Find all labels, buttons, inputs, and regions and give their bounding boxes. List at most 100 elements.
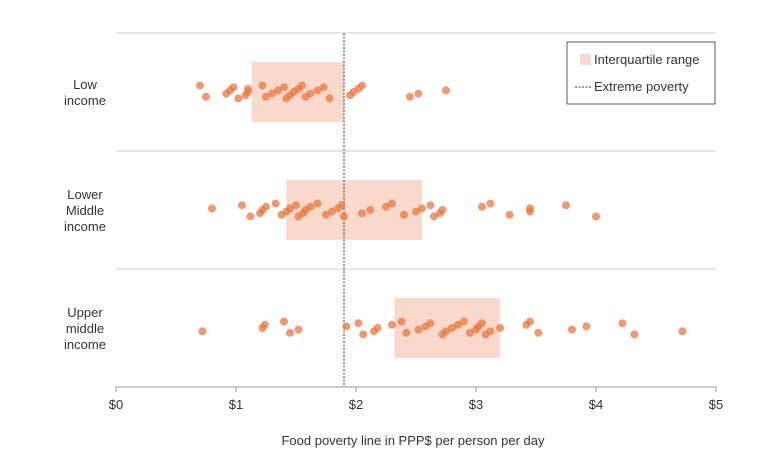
data-point bbox=[382, 202, 390, 211]
data-point bbox=[319, 83, 328, 92]
data-point bbox=[430, 212, 438, 221]
data-point bbox=[414, 89, 423, 98]
data-point bbox=[229, 83, 238, 92]
data-point bbox=[286, 328, 294, 337]
data-point bbox=[198, 327, 207, 336]
legend: Interquartile range Extreme poverty bbox=[566, 41, 716, 105]
data-point bbox=[505, 210, 514, 219]
data-point bbox=[306, 89, 315, 98]
data-point bbox=[325, 94, 334, 103]
data-point bbox=[478, 319, 486, 328]
data-point bbox=[582, 322, 591, 331]
data-point bbox=[359, 330, 368, 339]
data-point bbox=[526, 317, 534, 326]
data-point bbox=[262, 202, 270, 211]
data-point bbox=[412, 207, 420, 216]
data-point bbox=[406, 92, 414, 101]
data-point bbox=[313, 199, 322, 208]
group-label-line: income bbox=[64, 219, 106, 234]
data-points bbox=[196, 81, 687, 339]
data-point bbox=[478, 202, 486, 211]
data-point bbox=[208, 204, 216, 213]
data-point bbox=[358, 209, 366, 218]
data-point bbox=[298, 81, 306, 90]
data-point bbox=[526, 204, 534, 213]
x-tick-label: $3 bbox=[469, 397, 483, 412]
data-point bbox=[678, 327, 687, 336]
data-point bbox=[426, 319, 435, 328]
x-tick-label: $2 bbox=[349, 397, 363, 412]
data-point bbox=[402, 328, 411, 337]
data-point bbox=[414, 325, 423, 334]
data-point bbox=[486, 199, 495, 208]
data-point bbox=[562, 201, 570, 210]
x-tick-label: $4 bbox=[589, 397, 603, 412]
data-point bbox=[630, 330, 639, 339]
data-point bbox=[306, 202, 315, 211]
data-point bbox=[292, 201, 300, 210]
data-point bbox=[534, 328, 543, 337]
group-label-line: income bbox=[64, 93, 106, 108]
data-point bbox=[592, 212, 600, 221]
group-label-line: Upper bbox=[67, 305, 103, 320]
data-point bbox=[358, 81, 366, 90]
data-point bbox=[328, 207, 336, 216]
data-point bbox=[340, 212, 348, 221]
data-point bbox=[454, 320, 462, 329]
gridlines bbox=[116, 32, 716, 388]
data-point bbox=[286, 204, 294, 213]
x-tick-label: $0 bbox=[109, 397, 123, 412]
data-point bbox=[373, 324, 382, 332]
data-point bbox=[486, 327, 495, 336]
data-point bbox=[354, 319, 363, 328]
group-label-line: Middle bbox=[66, 203, 104, 218]
x-axis: $0 $1 $2 $3 $4 $5 bbox=[109, 387, 723, 412]
data-point bbox=[234, 94, 243, 103]
group-label-line: income bbox=[64, 337, 106, 352]
data-point bbox=[274, 86, 282, 95]
legend-reference-label: Extreme poverty bbox=[594, 79, 689, 94]
data-point bbox=[280, 83, 288, 92]
data-point bbox=[280, 317, 288, 326]
data-point bbox=[442, 86, 450, 95]
data-point bbox=[202, 92, 210, 101]
data-point bbox=[294, 325, 303, 334]
x-axis-label: Food poverty line in PPP$ per person per… bbox=[281, 433, 545, 448]
data-point bbox=[568, 325, 576, 334]
data-point bbox=[244, 84, 252, 93]
group-labels: LowincomeLowerMiddleincomeUppermiddleinc… bbox=[64, 77, 106, 352]
legend-iqr-swatch bbox=[580, 54, 591, 65]
data-point bbox=[397, 317, 406, 326]
data-point bbox=[366, 206, 375, 214]
data-point bbox=[426, 201, 435, 210]
data-point bbox=[388, 320, 396, 329]
data-point bbox=[460, 317, 468, 326]
data-point bbox=[322, 210, 330, 219]
legend-box bbox=[566, 41, 716, 105]
data-point bbox=[466, 328, 474, 337]
data-point bbox=[448, 324, 456, 332]
data-point bbox=[388, 199, 396, 208]
data-point bbox=[418, 204, 426, 213]
x-tick-label: $5 bbox=[709, 397, 723, 412]
data-point bbox=[442, 327, 450, 336]
data-point bbox=[313, 86, 322, 95]
data-point bbox=[260, 320, 269, 329]
data-point bbox=[262, 92, 270, 101]
data-point bbox=[238, 201, 246, 210]
data-point bbox=[337, 201, 346, 210]
data-point bbox=[258, 81, 267, 90]
legend-iqr-label: Interquartile range bbox=[594, 52, 700, 67]
data-point bbox=[196, 81, 204, 90]
data-point bbox=[496, 324, 504, 332]
data-point bbox=[271, 199, 280, 208]
group-label-line: Low bbox=[73, 77, 97, 92]
data-point bbox=[246, 212, 255, 221]
data-point bbox=[342, 322, 351, 331]
data-point bbox=[400, 210, 408, 219]
data-point bbox=[438, 206, 447, 214]
x-tick-label: $1 bbox=[229, 397, 243, 412]
group-label-line: Lower bbox=[67, 187, 103, 202]
data-point bbox=[618, 319, 627, 328]
